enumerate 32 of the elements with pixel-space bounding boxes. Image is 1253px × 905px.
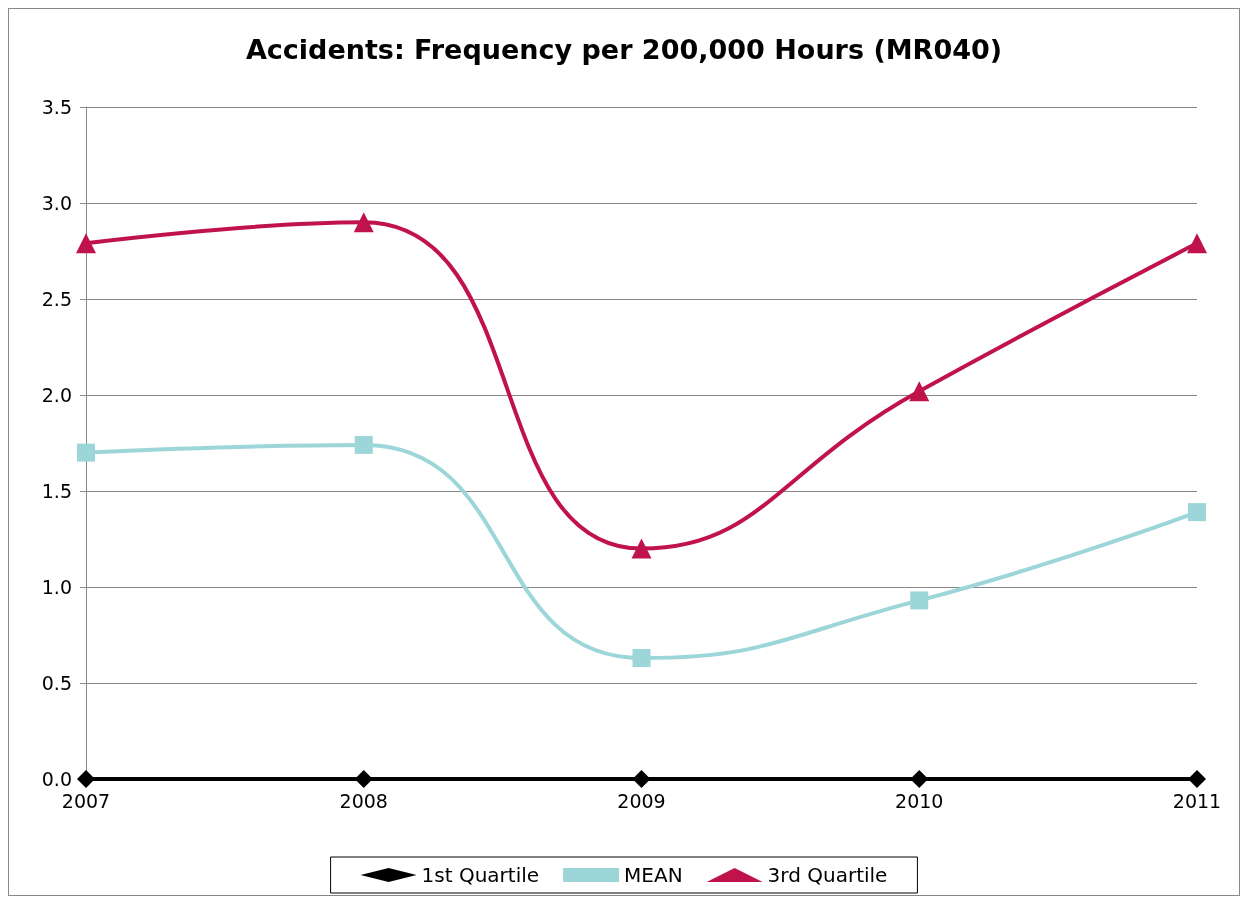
- x-tick-label: 2010: [895, 789, 944, 812]
- legend-label: MEAN: [624, 863, 683, 887]
- point: [354, 770, 373, 788]
- point: [632, 770, 651, 788]
- legend-label: 3rd Quartile: [767, 863, 888, 887]
- legend-label: 1st Quartile: [421, 863, 540, 887]
- point: [1187, 233, 1207, 254]
- point: [910, 591, 929, 610]
- y-tick-label: 1.0: [41, 576, 72, 598]
- x-tick-label: 2008: [339, 789, 388, 812]
- point: [77, 770, 95, 788]
- x-tick-label: 2011: [1172, 789, 1222, 812]
- point: [76, 233, 96, 254]
- point: [632, 649, 651, 668]
- point: [1188, 770, 1206, 788]
- point: [631, 538, 652, 559]
- y-tick-label: 0.5: [41, 672, 72, 694]
- point: [1188, 503, 1206, 522]
- y-tick-label: 2.5: [41, 288, 72, 310]
- chart-title: Accidents: Frequency per 200,000 Hours (MR040): [245, 34, 1003, 65]
- y-tick-label: 0.0: [41, 768, 72, 790]
- y-tick-label: 3.0: [41, 192, 72, 214]
- point: [77, 443, 95, 462]
- y-tick-label: 3.5: [41, 96, 72, 118]
- x-tick-label: 2009: [617, 789, 666, 812]
- point: [910, 770, 929, 788]
- point: [354, 435, 373, 454]
- point: [909, 381, 930, 402]
- y-tick-label: 1.5: [41, 480, 72, 502]
- y-tick-label: 2.0: [41, 384, 72, 406]
- x-tick-label: 2007: [61, 789, 111, 812]
- point: [353, 212, 374, 233]
